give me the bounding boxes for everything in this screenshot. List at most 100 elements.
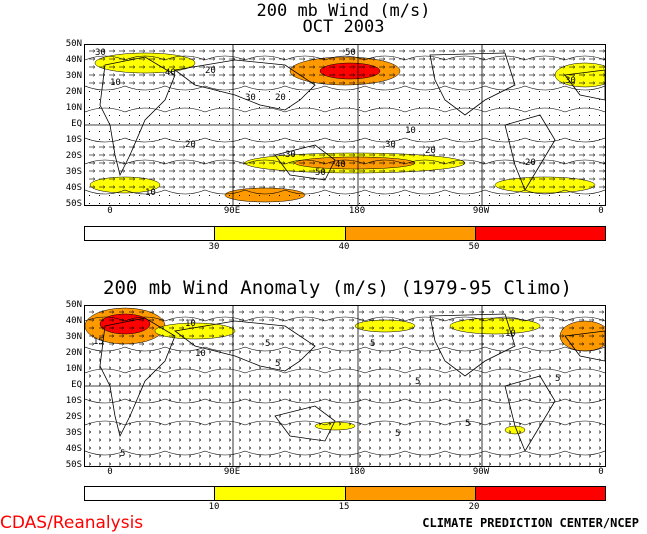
wind-vector: [368, 390, 372, 394]
wind-vector: [579, 203, 580, 204]
wind-vector: [269, 131, 270, 132]
contour-label: 15: [93, 337, 104, 347]
wind-vector: [122, 185, 126, 189]
lon-label: 0: [107, 467, 113, 477]
wind-vector: [602, 161, 605, 165]
wind-vector: [328, 414, 332, 418]
wind-vector: [322, 145, 326, 149]
wind-vector: [201, 326, 205, 330]
wind-vector: [469, 107, 470, 108]
wind-vector: [218, 382, 222, 386]
wind-vector: [388, 446, 392, 450]
wind-vector: [528, 446, 532, 450]
wind-vector: [279, 99, 280, 100]
wind-vector: [212, 49, 216, 53]
wind-vector: [431, 310, 435, 314]
wind-vector: [418, 446, 422, 450]
wind-vector: [98, 390, 102, 394]
wind-vector: [498, 382, 502, 386]
wind-vector: [419, 203, 420, 204]
wind-vector: [388, 438, 392, 442]
wind-vector: [152, 169, 156, 173]
wind-vector: [358, 350, 362, 354]
wind-vector: [428, 398, 432, 402]
contour-label: 10: [405, 126, 416, 136]
wind-vector: [222, 177, 226, 181]
wind-vector: [369, 131, 370, 132]
wind-vector: [578, 462, 582, 466]
wind-vector: [88, 358, 92, 362]
wind-vector: [301, 326, 305, 330]
wind-vector: [548, 366, 552, 370]
wind-vector: [478, 358, 482, 362]
wind-vector: [468, 366, 472, 370]
wind-vector: [299, 91, 300, 92]
wind-vector: [352, 73, 356, 77]
wind-vector: [479, 131, 480, 132]
wind-vector: [268, 398, 272, 402]
wind-vector: [269, 99, 270, 100]
wind-vector: [188, 406, 192, 410]
wind-vector: [429, 123, 430, 124]
wind-vector: [351, 318, 355, 322]
wind-vector: [422, 177, 426, 181]
wind-vector: [469, 91, 470, 92]
wind-vector: [168, 406, 172, 410]
wind-vector: [242, 145, 246, 149]
wind-vector: [518, 446, 522, 450]
wind-vector: [598, 382, 602, 386]
wind-vector: [452, 49, 456, 53]
wind-vector: [452, 153, 456, 157]
shaded-region: [224, 187, 306, 203]
wind-vector: [412, 145, 416, 149]
wind-vector: [92, 57, 96, 61]
wind-vector: [171, 310, 175, 314]
wind-vector: [571, 342, 575, 346]
contour-label: 40: [335, 160, 346, 170]
wind-vector: [311, 342, 315, 346]
wind-vector: [422, 145, 426, 149]
wind-vector: [138, 446, 142, 450]
wind-vector: [428, 350, 432, 354]
wind-vector: [129, 131, 130, 132]
wind-vector: [321, 318, 325, 322]
wind-vector: [279, 107, 280, 108]
wind-vector: [178, 414, 182, 418]
wind-vector: [602, 169, 605, 173]
wind-vector: [281, 326, 285, 330]
wind-vector: [248, 414, 252, 418]
wind-vector: [209, 123, 210, 124]
wind-vector: [331, 310, 335, 314]
wind-vector: [498, 390, 502, 394]
wind-vector: [482, 57, 486, 61]
wind-vector: [112, 185, 116, 189]
wind-vector: [319, 99, 320, 100]
wind-vector: [562, 161, 566, 165]
wind-vector: [212, 81, 216, 85]
wind-vector: [228, 366, 232, 370]
wind-vector: [248, 438, 252, 442]
wind-vector: [98, 350, 102, 354]
wind-vector: [201, 310, 205, 314]
wind-vector: [398, 422, 402, 426]
wind-vector: [401, 318, 405, 322]
wind-vector: [208, 350, 212, 354]
wind-vector: [562, 169, 566, 173]
wind-vector: [538, 438, 542, 442]
wind-vector: [118, 398, 122, 402]
wind-vector: [192, 185, 196, 189]
wind-vector: [438, 350, 442, 354]
wind-vector: [388, 454, 392, 458]
shaded-region: [319, 62, 381, 80]
wind-vector: [398, 414, 402, 418]
wind-vector: [568, 414, 572, 418]
wind-vector: [239, 139, 240, 140]
wind-vector: [168, 358, 172, 362]
wind-vector: [248, 382, 252, 386]
wind-vector: [559, 195, 560, 196]
wind-vector: [198, 382, 202, 386]
wind-vector: [502, 73, 506, 77]
wind-vector: [462, 185, 466, 189]
wind-vector: [391, 318, 395, 322]
wind-vector: [539, 195, 540, 196]
